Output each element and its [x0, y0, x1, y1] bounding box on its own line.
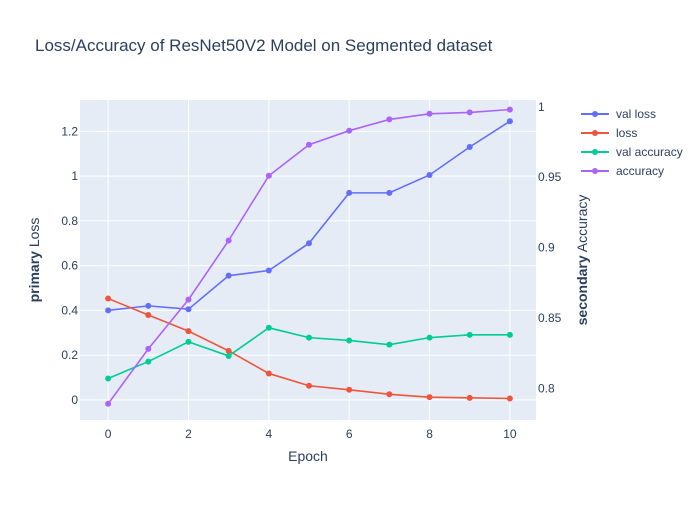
data-point-accuracy — [506, 106, 513, 113]
data-point-val-accuracy — [105, 375, 112, 382]
data-point-val-accuracy — [426, 334, 433, 341]
data-point-val-accuracy — [506, 331, 513, 338]
data-point-loss — [426, 394, 433, 401]
data-point-val-loss — [145, 302, 152, 309]
y-left-tick-label: 0.8 — [61, 214, 78, 228]
y-axis-title-left-rest: Loss — [26, 218, 42, 251]
data-point-loss — [506, 395, 513, 402]
data-point-accuracy — [426, 110, 433, 117]
data-point-loss — [386, 391, 393, 398]
data-point-loss — [145, 312, 152, 319]
legend-marker — [592, 149, 598, 155]
data-point-val-loss — [426, 171, 433, 178]
legend-label: val loss — [616, 107, 656, 121]
data-point-val-accuracy — [185, 338, 192, 345]
data-point-accuracy — [306, 141, 313, 148]
data-point-loss — [265, 370, 272, 377]
legend-marker — [592, 168, 598, 174]
x-tick-label: 0 — [105, 427, 112, 441]
y-axis-title-left: primary Loss — [26, 218, 42, 303]
legend[interactable]: val loss loss val accuracy accuracy — [581, 107, 683, 178]
y-left-tick-label: 0.4 — [61, 303, 78, 317]
data-point-loss — [105, 295, 112, 302]
y-axis-title-right-rest: Accuracy — [574, 195, 590, 256]
data-point-val-accuracy — [466, 331, 473, 338]
data-point-accuracy — [466, 109, 473, 116]
series-layer — [105, 106, 513, 407]
legend-label: accuracy — [616, 164, 664, 178]
data-point-loss — [466, 394, 473, 401]
series-loss — [105, 295, 513, 402]
data-point-val-accuracy — [306, 334, 313, 341]
data-point-val-accuracy — [265, 324, 272, 331]
data-point-val-loss — [185, 306, 192, 313]
series-val-accuracy — [105, 324, 513, 382]
x-tick-label: 6 — [346, 427, 353, 441]
y-gridlines — [80, 130, 536, 401]
data-point-val-loss — [225, 272, 232, 279]
data-point-val-accuracy — [346, 337, 353, 344]
x-tick-label: 2 — [185, 427, 192, 441]
y-left-tick-label: 1 — [71, 169, 78, 183]
y-left-tick-label: 0 — [71, 393, 78, 407]
y-left-tick-label: 0.6 — [61, 259, 78, 273]
legend-label: loss — [616, 126, 637, 140]
x-tick-label: 8 — [426, 427, 433, 441]
legend-label: val accuracy — [616, 145, 683, 159]
series-accuracy — [105, 106, 513, 407]
data-point-accuracy — [265, 172, 272, 179]
data-point-val-accuracy — [145, 358, 152, 365]
chart-title: Loss/Accuracy of ResNet50V2 Model on Seg… — [35, 36, 493, 55]
y-axis-title-right-bold: secondary — [574, 255, 590, 325]
data-point-val-accuracy — [386, 341, 393, 348]
series-val-loss — [105, 118, 513, 314]
data-point-loss — [306, 382, 313, 389]
x-tick-label: 10 — [503, 427, 517, 441]
y-right-tick-label: 0.8 — [538, 381, 555, 395]
data-point-val-accuracy — [225, 352, 232, 359]
y-left-tick-label: 1.2 — [61, 124, 78, 138]
data-point-accuracy — [225, 237, 232, 244]
data-point-accuracy — [105, 400, 112, 407]
y-right-tick-label: 0.85 — [538, 311, 562, 325]
y-right-tick-label: 0.9 — [538, 241, 555, 255]
legend-item-loss[interactable]: loss — [581, 126, 637, 140]
data-point-val-loss — [346, 189, 353, 196]
data-point-accuracy — [185, 296, 192, 303]
data-point-accuracy — [145, 345, 152, 352]
x-axis-title: Epoch — [288, 448, 328, 464]
legend-item-accuracy[interactable]: accuracy — [581, 164, 664, 178]
y-axis-title-right: secondary Accuracy — [574, 195, 590, 326]
y-left-tick-label: 0.2 — [61, 348, 78, 362]
x-gridlines — [107, 100, 511, 420]
y-right-tick-label: 1 — [538, 100, 545, 114]
x-tick-label: 4 — [265, 427, 272, 441]
legend-marker — [592, 130, 598, 136]
data-point-loss — [185, 328, 192, 335]
legend-item-val-accuracy[interactable]: val accuracy — [581, 145, 683, 159]
data-point-loss — [346, 386, 353, 393]
data-point-accuracy — [386, 116, 393, 123]
data-point-val-loss — [386, 189, 393, 196]
data-point-val-loss — [306, 240, 313, 247]
data-point-val-loss — [265, 267, 272, 274]
data-point-accuracy — [346, 127, 353, 134]
legend-marker — [592, 111, 598, 117]
y-axis-title-left-bold: primary — [26, 251, 42, 303]
tick-labels: 0 2 4 6 8 10 0 0.2 0.4 0.6 0.8 1 1.2 0.8 0.85 0.9 0.95 1 — [61, 100, 561, 441]
legend-item-val-loss[interactable]: val loss — [581, 107, 656, 121]
data-point-val-loss — [506, 118, 513, 125]
data-point-val-loss — [466, 143, 473, 150]
data-point-val-loss — [105, 307, 112, 314]
data-point-loss — [225, 347, 232, 354]
y-right-tick-label: 0.95 — [538, 170, 562, 184]
